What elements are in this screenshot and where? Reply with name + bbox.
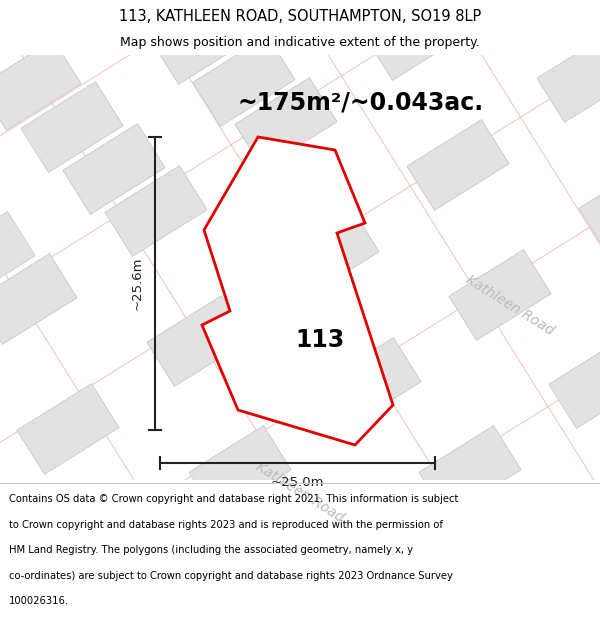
Polygon shape bbox=[17, 384, 119, 474]
Text: HM Land Registry. The polygons (including the associated geometry, namely x, y: HM Land Registry. The polygons (includin… bbox=[9, 545, 413, 555]
Polygon shape bbox=[202, 137, 393, 445]
Polygon shape bbox=[323, 0, 425, 38]
Polygon shape bbox=[63, 124, 165, 214]
Polygon shape bbox=[151, 0, 253, 84]
Polygon shape bbox=[579, 162, 600, 252]
Polygon shape bbox=[365, 0, 467, 81]
Text: 113, KATHLEEN ROAD, SOUTHAMPTON, SO19 8LP: 113, KATHLEEN ROAD, SOUTHAMPTON, SO19 8L… bbox=[119, 9, 481, 24]
Text: to Crown copyright and database rights 2023 and is reproduced with the permissio: to Crown copyright and database rights 2… bbox=[9, 520, 443, 530]
Polygon shape bbox=[407, 119, 509, 211]
Text: ~175m²/~0.043ac.: ~175m²/~0.043ac. bbox=[238, 91, 484, 115]
Polygon shape bbox=[193, 36, 295, 126]
Polygon shape bbox=[147, 296, 249, 386]
Text: 113: 113 bbox=[295, 328, 344, 352]
Polygon shape bbox=[0, 212, 35, 302]
Polygon shape bbox=[419, 426, 521, 516]
Polygon shape bbox=[449, 249, 551, 341]
Text: Contains OS data © Crown copyright and database right 2021. This information is : Contains OS data © Crown copyright and d… bbox=[9, 494, 458, 504]
Polygon shape bbox=[277, 208, 379, 298]
Polygon shape bbox=[0, 602, 31, 625]
Text: Kathleen Road: Kathleen Road bbox=[254, 460, 346, 525]
Polygon shape bbox=[0, 254, 77, 344]
Text: 100026316.: 100026316. bbox=[9, 596, 69, 606]
Polygon shape bbox=[189, 426, 291, 516]
Polygon shape bbox=[235, 78, 337, 168]
Text: Map shows position and indicative extent of the property.: Map shows position and indicative extent… bbox=[120, 36, 480, 49]
Polygon shape bbox=[59, 514, 161, 604]
Polygon shape bbox=[159, 602, 261, 625]
Text: ~25.6m: ~25.6m bbox=[131, 257, 143, 310]
Polygon shape bbox=[0, 39, 81, 131]
Polygon shape bbox=[105, 166, 207, 256]
Polygon shape bbox=[537, 32, 600, 123]
Polygon shape bbox=[109, 0, 211, 42]
Polygon shape bbox=[549, 338, 600, 428]
Polygon shape bbox=[21, 82, 123, 172]
Text: co-ordinates) are subject to Crown copyright and database rights 2023 Ordnance S: co-ordinates) are subject to Crown copyr… bbox=[9, 571, 453, 581]
Text: Kathleen Road: Kathleen Road bbox=[464, 272, 556, 338]
Polygon shape bbox=[289, 514, 391, 604]
Polygon shape bbox=[319, 338, 421, 428]
Text: ~25.0m: ~25.0m bbox=[271, 476, 324, 489]
